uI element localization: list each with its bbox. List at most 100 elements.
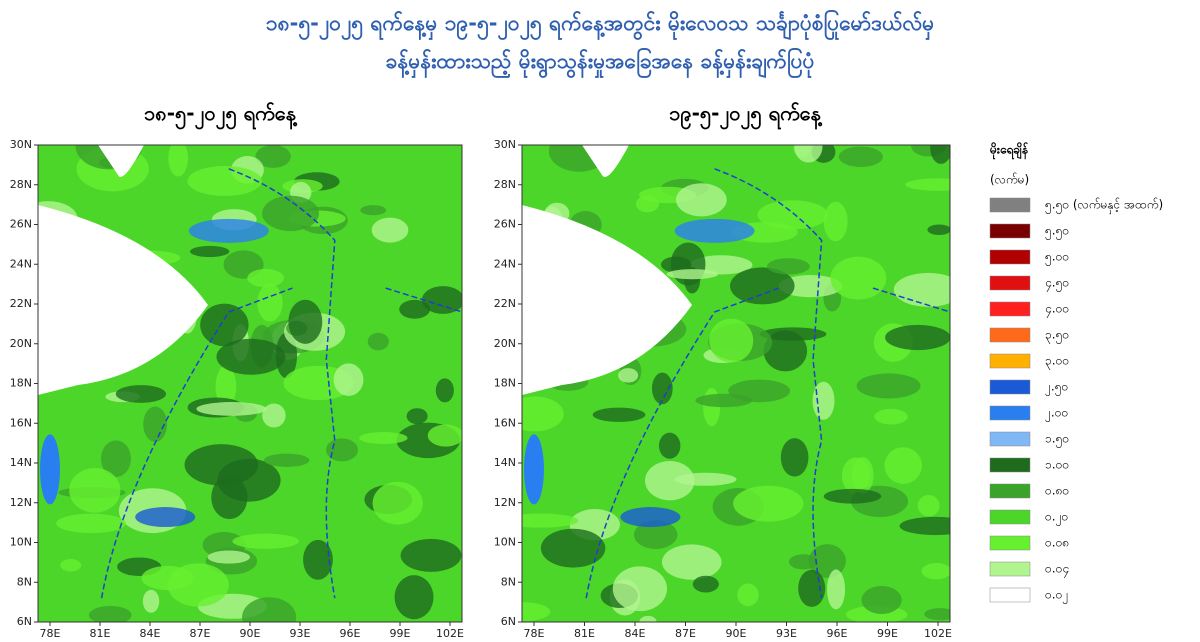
x-tick-label: 96E [827,627,848,640]
x-tick-label: 93E [776,627,797,640]
rain-patch [639,615,657,622]
rain-patch [823,201,848,242]
rain-patch [924,608,950,621]
rain-patch [196,402,267,416]
rain-patch [709,318,754,363]
legend-swatch [989,509,1031,525]
border [100,168,462,599]
rain-patch [142,589,160,613]
rain-patch [187,166,262,196]
rain-patch [692,575,719,593]
rain-patch [838,146,883,167]
x-tick-label: 90E [726,627,747,640]
legend-label: ၄.၀၀ [1045,302,1069,319]
rain-patch [371,217,409,243]
rain-patch [861,585,902,615]
rain-patch [893,272,950,307]
heavy-rain [674,218,755,243]
heavy-rain [620,507,681,528]
rain-patch [689,255,753,275]
y-tick-label: 12N [10,496,32,509]
x-tick-label: 78E [524,627,545,640]
legend-swatch [989,561,1031,577]
rain-patch [184,444,259,486]
map-panel: 30N 28N 26N 24N 22N 20N 18N 16N 14N 12N 10N 8N 6N 78E… [494,138,952,640]
x-tick-label: 87E [190,627,211,640]
rain-patch [406,408,428,425]
legend-swatch [989,431,1031,447]
y-tick-label: 14N [10,456,32,469]
rain-patch [823,488,882,504]
y-tick-label: 18N [10,377,32,390]
rain-patch [921,563,950,580]
rain-patch [728,379,791,403]
rain-patch [69,467,121,513]
rain-patch [899,516,950,536]
rain-patch [143,406,168,443]
heavy-rain [524,434,544,505]
rain-patch [759,327,827,341]
heavy-rain [40,434,60,505]
y-tick-label: 28N [10,178,32,191]
map-fill [522,145,950,622]
rain-patch [927,224,950,236]
rain-patch [115,385,166,403]
rain-patch [189,245,230,258]
y-tick-label: 24N [10,257,32,270]
y-tick-label: 26N [494,218,516,231]
rain-patch [703,387,721,427]
rain-patch [367,332,389,351]
rain-patch [905,178,950,191]
rain-patch [757,200,829,230]
legend-label: ၀.၀၈ [1045,536,1069,550]
rain-patch [885,324,950,351]
rain-patch [733,485,804,522]
legend-label: ၅.၅၀ (လက်မနှင့် အထက်) [1045,197,1163,215]
rain-patch [808,544,846,578]
x-tick-label: 99E [877,627,898,640]
dry-area [98,145,144,177]
rain-patch [780,438,809,477]
rain-patch [200,303,249,347]
rain-patch [399,299,431,319]
rain-patch [167,563,229,607]
rain-patch [666,269,719,280]
rain-patch [262,403,286,428]
y-tick-label: 6N [17,615,32,628]
rain-patch [360,205,387,216]
y-tick-label: 18N [494,377,516,390]
map-panel: 30N 28N 26N 24N 22N 20N 18N 16N 14N 12N 10N 8N 6N 78E… [10,138,464,640]
rain-patch [262,195,319,232]
legend-label: ၀.၈၀ [1045,484,1069,498]
y-tick-label: 6N [501,615,516,628]
border [585,168,950,599]
legend-title: မိုးရေချိန် [989,141,1029,161]
heavy-rain [188,218,269,243]
rain-patch [435,378,454,403]
legend-label: ၃.၀၀ [1045,354,1069,371]
y-tick-label: 24N [494,257,516,270]
y-tick-label: 20N [10,337,32,350]
rain-patch [851,457,874,494]
legend-label: ၁.၀၀ [1045,458,1069,472]
y-tick-label: 22N [494,297,516,310]
rain-patch [88,605,132,622]
y-tick-label: 20N [494,337,516,350]
x-tick-label: 87E [675,627,696,640]
rain-patch [288,299,323,344]
rain-patch [421,286,462,314]
x-tick-label: 96E [340,627,361,640]
y-tick-label: 12N [494,496,516,509]
rain-patch [633,520,678,549]
rain-patch [257,283,283,322]
y-tick-label: 16N [494,416,516,429]
legend-label: ၃.၅၀ [1045,328,1069,345]
rain-patch [778,274,843,298]
legend-label: ၅.၅၀ [1045,224,1069,241]
rain-patch [645,461,695,501]
rain-patch [661,544,722,580]
legend-label: ၀.၂၀ [1045,510,1068,527]
x-tick-label: 81E [90,627,111,640]
rain-patch [60,559,82,572]
